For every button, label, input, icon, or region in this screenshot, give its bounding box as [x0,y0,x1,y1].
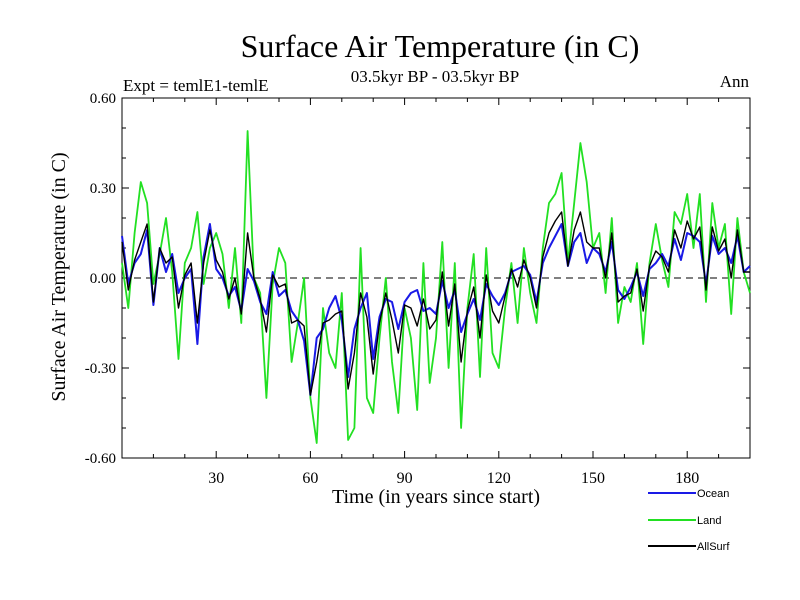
x-axis-label: Time (in years since start) [332,486,540,508]
experiment-label: Expt = temlE1-temlE [123,76,269,95]
legend-label-allsurf: AllSurf [697,541,730,553]
y-axis-label: Surface Air Temperature (in C) [48,152,70,401]
x-tick-label: 150 [581,470,605,487]
legend-label-ocean: Ocean [697,488,729,500]
x-tick-label: 120 [487,470,511,487]
y-tick-label: 0.00 [90,271,116,287]
series-line-land [121,130,751,444]
series-group [121,130,751,444]
y-tick-label: 0.60 [90,91,116,107]
series-line-allsurf [121,211,750,396]
x-tick-label: 60 [302,470,318,487]
y-tick-label: -0.30 [85,361,116,377]
y-tick-label: -0.60 [85,451,116,467]
y-tick-label: 0.30 [90,181,116,197]
x-tick-label: 180 [675,470,699,487]
x-tick-label: 90 [397,470,413,487]
series-line-ocean [121,223,751,396]
period-label: Ann [720,72,750,91]
chart-subtitle: 03.5kyr BP - 03.5kyr BP [351,67,519,86]
legend: Ocean Land AllSurf [648,488,730,553]
axes: 30 60 90 120 150 180 -0.60 -0.30 0.00 0.30 0.60 [85,91,750,487]
chart-title: Surface Air Temperature (in C) [241,28,640,64]
legend-label-land: Land [697,515,721,527]
x-tick-label: 30 [208,470,224,487]
